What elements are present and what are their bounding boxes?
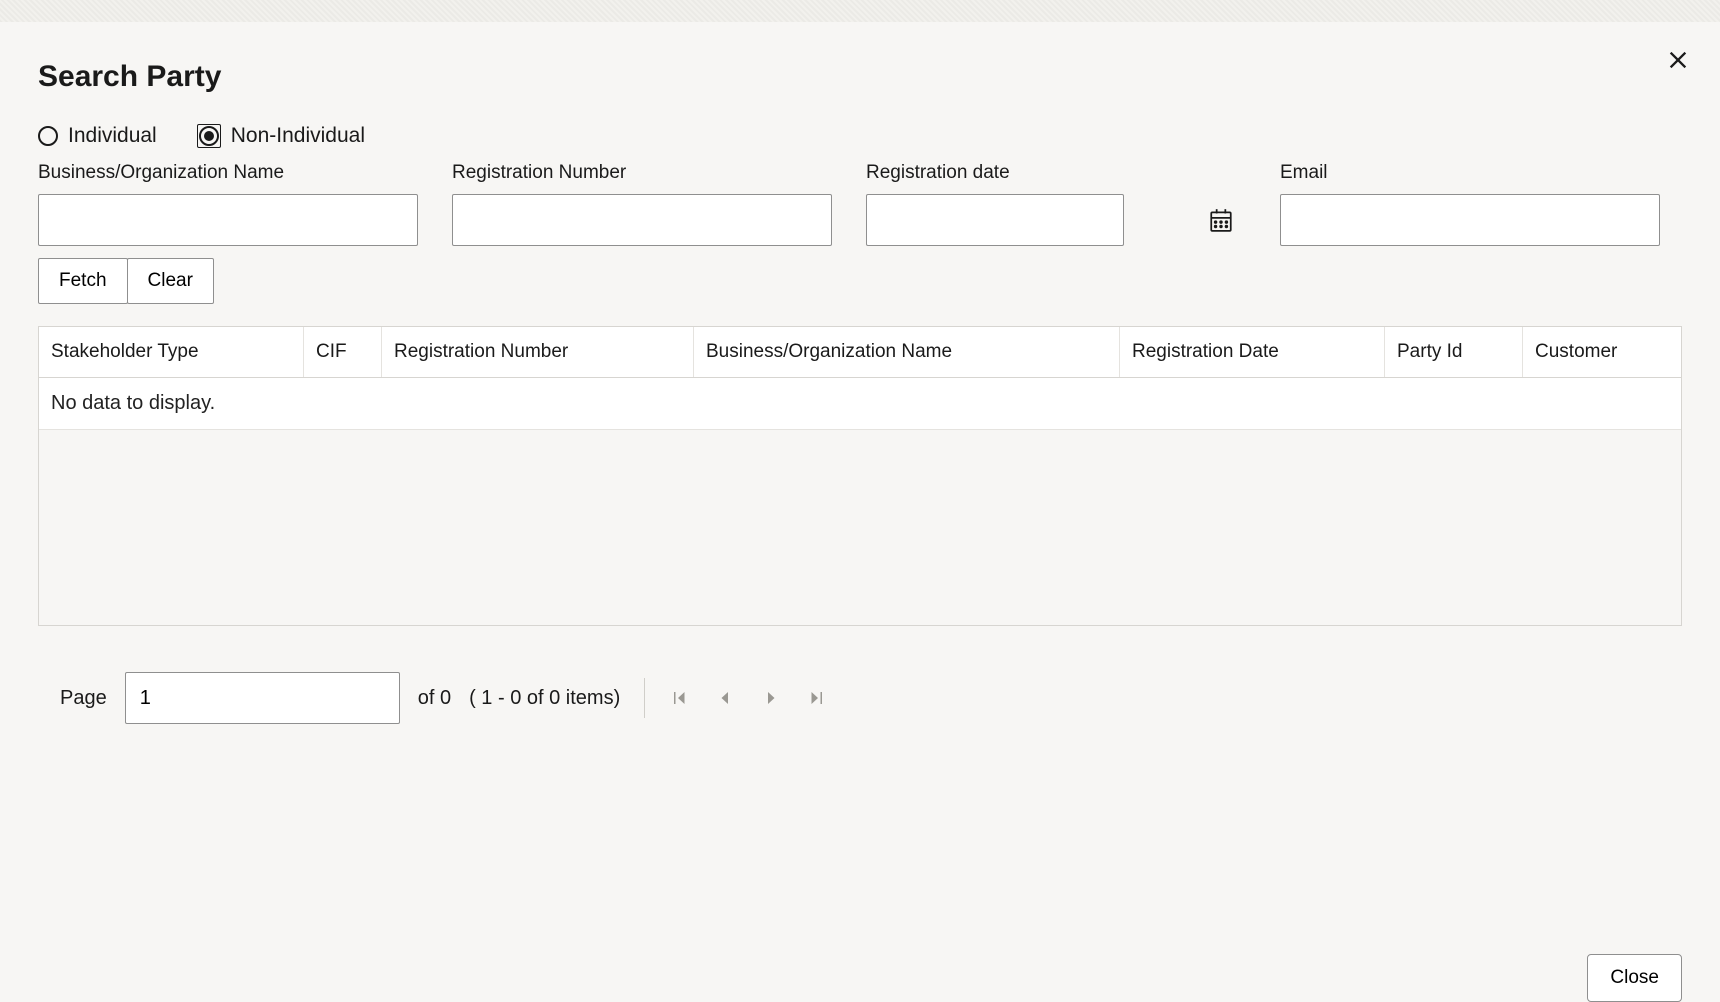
- pagination-separator: [644, 678, 645, 718]
- dialog-footer: Close: [0, 954, 1720, 1002]
- top-decorative-strip: [0, 0, 1720, 22]
- next-page-icon[interactable]: [761, 688, 781, 708]
- col-cif[interactable]: CIF: [304, 327, 382, 377]
- col-customer[interactable]: Customer: [1523, 327, 1681, 377]
- registration-date-input[interactable]: [866, 194, 1124, 246]
- party-type-radio-group: Individual Non-Individual: [38, 124, 1682, 148]
- col-business-name[interactable]: Business/Organization Name: [694, 327, 1120, 377]
- pagination-bar: Page of 0 ( 1 - 0 of 0 items): [60, 672, 1682, 724]
- table-empty-area: [39, 430, 1681, 625]
- radio-non-individual[interactable]: Non-Individual: [197, 124, 365, 148]
- col-registration-number[interactable]: Registration Number: [382, 327, 694, 377]
- radio-icon: [199, 126, 219, 146]
- clear-button[interactable]: Clear: [127, 258, 214, 304]
- table-header-row: Stakeholder Type CIF Registration Number…: [39, 327, 1681, 378]
- page-number-input[interactable]: [125, 672, 400, 724]
- prev-page-icon[interactable]: [715, 688, 735, 708]
- page-label: Page: [60, 687, 107, 710]
- close-button[interactable]: Close: [1587, 954, 1682, 1002]
- radio-individual[interactable]: Individual: [38, 124, 157, 148]
- dialog-title: Search Party: [38, 60, 1682, 94]
- field-label: Business/Organization Name: [38, 162, 418, 184]
- col-party-id[interactable]: Party Id: [1385, 327, 1523, 377]
- page-items-label: ( 1 - 0 of 0 items): [469, 687, 620, 710]
- radio-label: Non-Individual: [231, 124, 365, 148]
- radio-icon: [38, 126, 58, 146]
- search-party-dialog: Search Party Individual Non-Individual B…: [0, 22, 1720, 754]
- field-email: Email: [1280, 162, 1660, 246]
- results-table: Stakeholder Type CIF Registration Number…: [38, 326, 1682, 626]
- field-registration-date: Registration date: [866, 162, 1246, 246]
- field-registration-number: Registration Number: [452, 162, 832, 246]
- col-registration-date[interactable]: Registration Date: [1120, 327, 1385, 377]
- search-fields-row: Business/Organization Name Registration …: [38, 162, 1682, 246]
- field-label: Registration Number: [452, 162, 832, 184]
- registration-number-input[interactable]: [452, 194, 832, 246]
- pagination-nav: [669, 688, 827, 708]
- last-page-icon[interactable]: [807, 688, 827, 708]
- business-name-input[interactable]: [38, 194, 418, 246]
- field-label: Email: [1280, 162, 1660, 184]
- close-icon[interactable]: [1664, 46, 1692, 74]
- email-input[interactable]: [1280, 194, 1660, 246]
- calendar-icon[interactable]: [1208, 207, 1234, 233]
- fetch-button[interactable]: Fetch: [38, 258, 128, 304]
- no-data-message: No data to display.: [39, 378, 1681, 430]
- field-business-name: Business/Organization Name: [38, 162, 418, 246]
- first-page-icon[interactable]: [669, 688, 689, 708]
- action-button-row: Fetch Clear: [38, 258, 1682, 304]
- col-stakeholder-type[interactable]: Stakeholder Type: [39, 327, 304, 377]
- page-of-label: of 0: [418, 687, 451, 710]
- field-label: Registration date: [866, 162, 1246, 184]
- radio-label: Individual: [68, 124, 157, 148]
